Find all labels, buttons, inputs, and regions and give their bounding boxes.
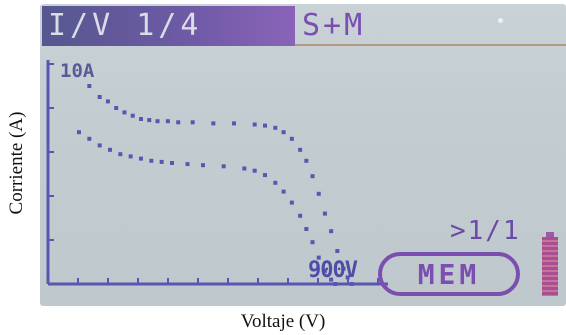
data-point [122, 110, 126, 114]
page-indicator[interactable]: >1/1 [450, 216, 521, 246]
data-point [191, 120, 195, 124]
data-point [273, 126, 277, 130]
data-point [290, 137, 294, 141]
data-point [129, 154, 133, 158]
data-point [263, 173, 267, 177]
data-point [323, 212, 327, 216]
data-point [139, 117, 143, 121]
data-point [77, 130, 81, 134]
data-point [298, 214, 302, 218]
data-point [98, 143, 102, 147]
data-point [317, 192, 321, 196]
data-point [201, 163, 205, 167]
mem-control[interactable]: MEM [378, 252, 520, 296]
range-label: 10A [60, 60, 94, 82]
data-point [156, 119, 160, 123]
data-point [147, 118, 151, 122]
data-point [166, 119, 170, 123]
data-point [263, 124, 267, 128]
lcd-screen: I/V 1/4 S+M 10A 900V >1/1 MEM [40, 4, 566, 306]
data-point [118, 152, 122, 156]
data-point [273, 181, 277, 185]
data-point [139, 157, 143, 161]
voltage-label: 900V [308, 258, 357, 283]
y-axis-title: Corriente (A) [0, 20, 34, 305]
data-point [98, 95, 102, 99]
data-point [304, 159, 308, 163]
data-point [282, 190, 286, 194]
data-point [108, 148, 112, 152]
data-point [149, 159, 153, 163]
data-point [298, 148, 302, 152]
data-point [176, 120, 180, 124]
series-curve-1 [87, 84, 353, 286]
data-point [304, 227, 308, 231]
data-point [282, 130, 286, 134]
data-point [253, 169, 257, 173]
data-point [114, 106, 118, 110]
series-curve-2 [77, 130, 337, 286]
data-point [311, 174, 315, 178]
data-point [160, 160, 164, 164]
battery-icon [542, 232, 558, 296]
data-point [290, 201, 294, 205]
data-point [222, 164, 226, 168]
data-point [242, 167, 246, 171]
data-point [186, 162, 190, 166]
data-point [311, 240, 315, 244]
data-point [232, 121, 236, 125]
data-point [87, 137, 91, 141]
data-point [329, 229, 333, 233]
mem-button[interactable]: MEM [378, 252, 520, 296]
data-point [87, 84, 91, 88]
data-point [170, 161, 174, 165]
data-point [131, 114, 135, 118]
mem-label: MEM [418, 258, 481, 291]
data-point [106, 99, 110, 103]
data-point [253, 123, 257, 127]
x-axis-title: Voltaje (V) [0, 311, 566, 333]
data-point [211, 121, 215, 125]
data-point [335, 249, 339, 253]
